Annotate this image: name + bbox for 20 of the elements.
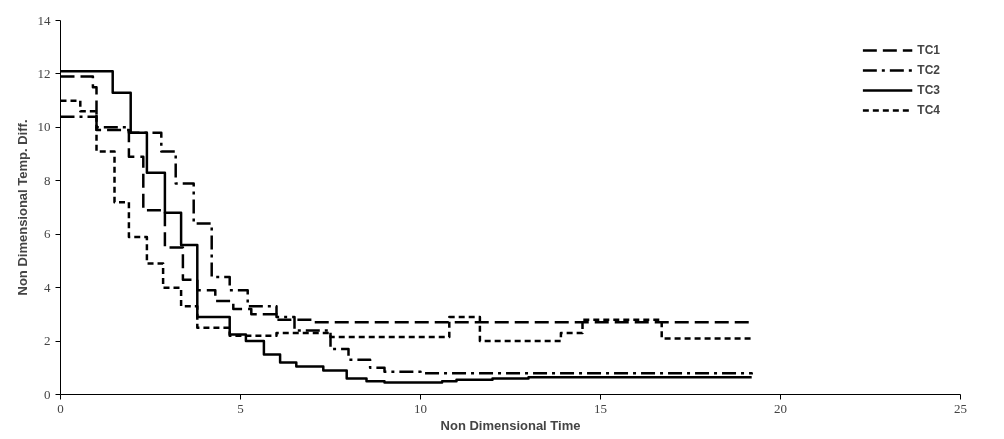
legend-label: TC1 — [917, 43, 940, 57]
y-tick-label: 2 — [44, 333, 51, 349]
y-tick-label: 4 — [44, 279, 51, 295]
y-tick-label: 12 — [37, 65, 51, 81]
legend-label: TC2 — [917, 63, 940, 77]
x-tick-label: 25 — [954, 400, 967, 416]
x-tick-label: 10 — [414, 400, 427, 416]
y-tick-label: 14 — [37, 12, 51, 28]
y-tick-label: 8 — [44, 172, 51, 188]
x-axis-title: Non Dimensional Time — [440, 417, 581, 433]
x-tick-label: 20 — [774, 400, 787, 416]
y-axis-title: Non Dimensional Temp. Diff. — [14, 119, 30, 296]
y-tick-label: 10 — [37, 119, 51, 135]
x-tick-label: 0 — [57, 400, 64, 416]
y-tick-label: 6 — [44, 226, 51, 242]
legend-label: TC4 — [917, 103, 940, 117]
x-tick-label: 5 — [237, 400, 244, 416]
legend-label: TC3 — [917, 83, 940, 97]
x-tick-label: 15 — [594, 400, 607, 416]
y-tick-label: 0 — [44, 386, 51, 402]
